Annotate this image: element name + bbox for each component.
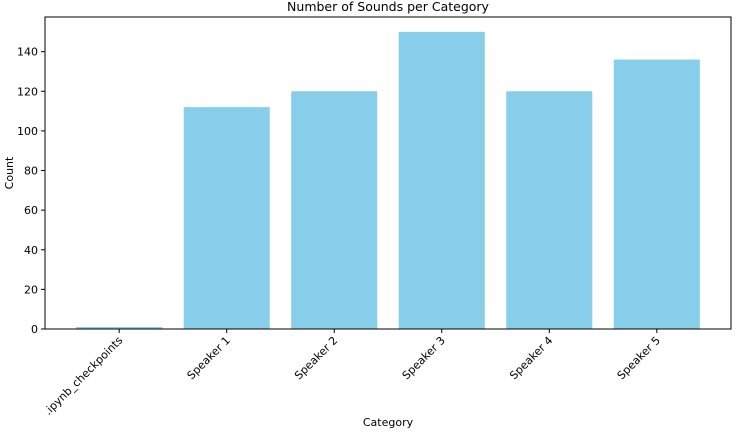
y-tick-label-0: 0 <box>31 323 38 336</box>
plot-frame <box>44 16 732 330</box>
y-tick-label-3: 60 <box>24 204 38 217</box>
bars-layer <box>76 31 700 330</box>
y-tick-label-7: 140 <box>17 46 38 59</box>
x-tick-label-0: .ipynb_checkpoints <box>42 334 126 418</box>
chart-title: Number of Sounds per Category <box>287 0 489 14</box>
y-tick-label-1: 20 <box>24 283 38 296</box>
bar-1 <box>183 107 270 329</box>
y-axis-label: Count <box>3 156 16 189</box>
x-axis: .ipynb_checkpoints Speaker 1 Speaker 2 Spea… <box>42 329 663 418</box>
bar-0 <box>76 327 163 329</box>
x-tick-label-3: Speaker 3 <box>400 334 448 382</box>
y-tick-label-6: 120 <box>17 85 38 98</box>
x-tick-label-4: Speaker 4 <box>507 334 555 382</box>
x-tick-label-2: Speaker 2 <box>292 334 340 382</box>
x-axis-label: Category <box>363 416 414 429</box>
bar-3 <box>398 31 485 329</box>
bar-4 <box>506 91 593 330</box>
x-tick-label-5: Speaker 5 <box>615 334 663 382</box>
y-axis: 0 20 40 60 80 100 120 140 <box>17 46 45 336</box>
y-tick-label-5: 100 <box>17 125 38 138</box>
bar-5 <box>613 59 700 329</box>
bar-2 <box>291 91 378 330</box>
y-tick-label-4: 80 <box>24 165 38 178</box>
x-tick-label-1: Speaker 1 <box>185 334 233 382</box>
y-tick-label-2: 40 <box>24 244 38 257</box>
